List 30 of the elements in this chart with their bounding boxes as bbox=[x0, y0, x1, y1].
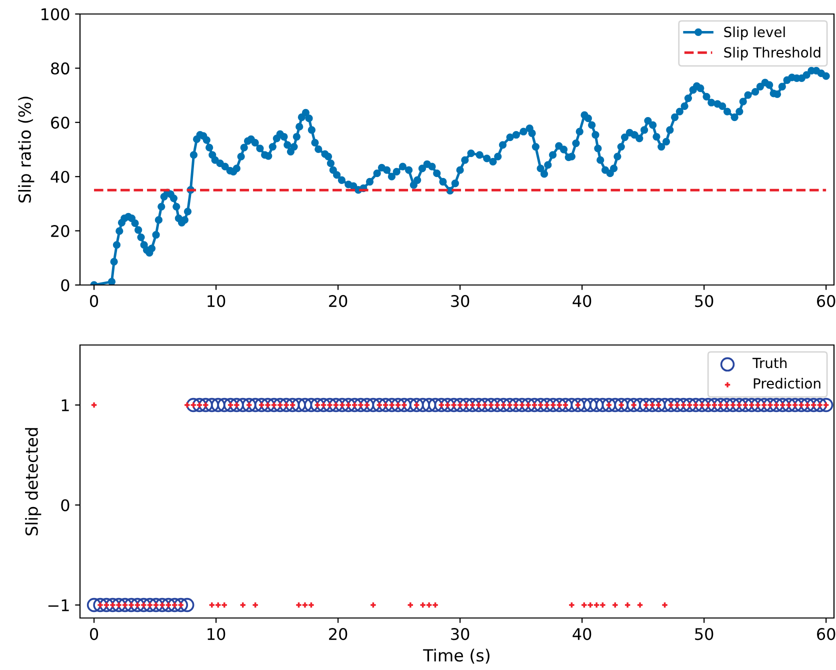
x-tick-label: 10 bbox=[208, 295, 226, 308]
legend-label: Truth bbox=[752, 358, 787, 368]
x-tick-label: 10 bbox=[208, 628, 226, 640]
legend-label: Slip level bbox=[724, 26, 785, 40]
y-tick-label: −1 bbox=[48, 599, 69, 612]
y-tick-label: 100 bbox=[42, 8, 70, 20]
y-axis-title: Slip detected bbox=[25, 428, 42, 536]
x-tick-label: 20 bbox=[329, 628, 348, 640]
x-tick-label: 60 bbox=[817, 295, 836, 308]
x-axis-title: Time (s) bbox=[423, 648, 490, 664]
legend-label: Prediction bbox=[754, 378, 820, 389]
y-tick-label: 1 bbox=[62, 399, 69, 412]
y-tick-label: 0 bbox=[61, 499, 70, 512]
y-tick-label: 40 bbox=[50, 170, 70, 183]
x-tick-label: 0 bbox=[90, 628, 98, 640]
x-tick-label: 60 bbox=[817, 628, 836, 640]
y-tick-label: 60 bbox=[51, 116, 70, 129]
y-tick-label: 0 bbox=[61, 279, 70, 292]
x-tick-label: 40 bbox=[572, 295, 592, 308]
y-tick-label: 80 bbox=[51, 62, 70, 74]
x-tick-label: 50 bbox=[695, 628, 714, 640]
y-tick-label: 20 bbox=[51, 225, 70, 238]
y-axis-title: Slip ratio (%) bbox=[18, 96, 34, 203]
x-tick-label: 50 bbox=[695, 295, 714, 308]
x-tick-label: 0 bbox=[90, 295, 98, 308]
x-tick-label: 20 bbox=[329, 295, 348, 308]
x-tick-label: 30 bbox=[451, 628, 470, 640]
x-tick-label: 40 bbox=[572, 628, 592, 640]
legend-label: Slip Threshold bbox=[724, 46, 820, 60]
x-tick-label: 30 bbox=[451, 295, 470, 308]
